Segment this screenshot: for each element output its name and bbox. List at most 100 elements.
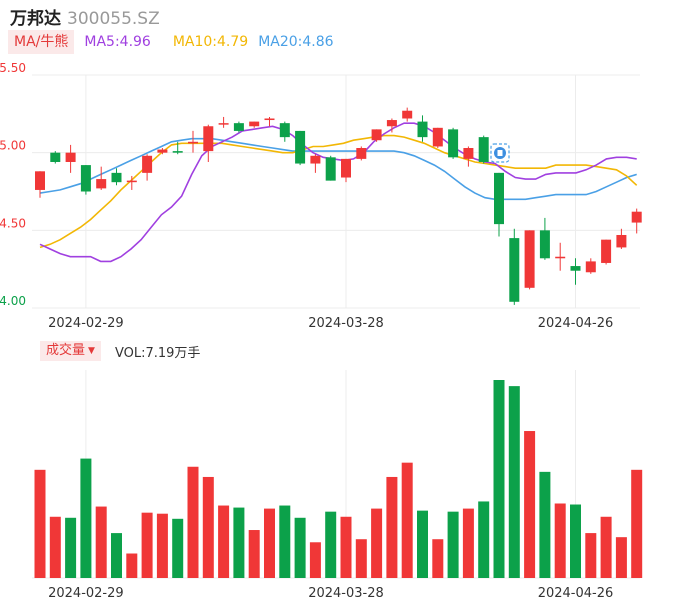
candle (325, 155, 336, 181)
candle-body (218, 123, 229, 125)
volume-bar (585, 533, 597, 578)
volume-bar (95, 506, 107, 578)
volume-bar (264, 508, 275, 578)
candle-body (157, 149, 168, 153)
volume-legend: 成交量 ▼ VOL:7.19万手 (40, 341, 200, 361)
volume-bar (355, 539, 367, 578)
volume-indicator-label: 成交量 (46, 343, 86, 358)
caret-down-icon: ▼ (88, 346, 95, 356)
volume-bar (126, 553, 138, 578)
candle (555, 242, 566, 271)
ma20-legend: MA20:4.86 (258, 34, 334, 50)
y-tick-label: 4.00 (0, 294, 26, 308)
candle (310, 154, 321, 173)
candle (601, 239, 612, 265)
candle-body (417, 121, 428, 138)
event-marker-glyph (497, 150, 503, 156)
candle (35, 171, 45, 198)
candle-body (570, 266, 581, 271)
ma10-legend: MA10:4.79 (172, 34, 249, 50)
volume-value: VOL:7.19万手 (114, 345, 201, 361)
candle (448, 127, 459, 159)
candle (96, 166, 107, 190)
volume-bar (371, 508, 383, 578)
volume-bar (493, 380, 505, 578)
candle (631, 208, 642, 234)
volume-bar (65, 517, 77, 578)
candle (570, 258, 581, 285)
candle (50, 151, 61, 164)
candle (188, 130, 198, 153)
volume-bar (401, 462, 413, 578)
price-x-tick-label: 2024-03-28 (308, 316, 384, 331)
candle-body (478, 137, 489, 162)
candle (494, 172, 504, 237)
candle (463, 146, 474, 167)
candle (386, 118, 397, 133)
stock-title: 万邦达 300055.SZ (10, 4, 160, 29)
stock-name: 万邦达 (10, 9, 61, 29)
volume-bar (508, 386, 520, 578)
candle-body (80, 165, 91, 192)
stock-code: 300055.SZ (67, 9, 160, 29)
volume-indicator-button[interactable]: 成交量 ▼ (40, 341, 101, 361)
candle-body (601, 239, 612, 263)
volume-bar (233, 507, 245, 578)
candle-body (539, 230, 550, 259)
candle-body (325, 157, 336, 181)
candle (539, 217, 550, 260)
event-marker-icon (490, 143, 510, 163)
candle (249, 121, 260, 128)
ma5-line (39, 122, 637, 263)
volume-bar (49, 516, 61, 578)
candle-body (356, 148, 367, 159)
candle (111, 168, 122, 186)
candle (356, 146, 367, 161)
candle-body (371, 129, 382, 141)
y-tick-label: 5.50 (0, 61, 26, 75)
candle-body (172, 151, 183, 153)
candle (157, 148, 168, 155)
candle-body (233, 123, 244, 131)
candle (172, 141, 183, 155)
candle-body (631, 211, 642, 223)
volume-bar (539, 471, 551, 578)
candle (432, 127, 443, 149)
candle-body (555, 256, 566, 259)
volume-bar (218, 505, 230, 578)
volume-bar (432, 539, 444, 578)
volume-bar (615, 537, 627, 578)
candle (616, 228, 627, 249)
volume-bar (462, 508, 474, 578)
volume-bar (141, 512, 153, 578)
candle-body (448, 129, 459, 158)
y-tick-label: 5.00 (0, 139, 26, 153)
candle-body (402, 110, 413, 119)
candle (417, 115, 428, 142)
candle-body (310, 155, 321, 164)
candle-body (96, 179, 107, 189)
ma-legend: MA/牛熊 MA5:4.96 MA10:4.79 MA20:4.86 (8, 30, 334, 54)
ma20-line (39, 137, 637, 201)
volume-bar (248, 530, 260, 578)
volume-bar (325, 511, 337, 578)
candle (341, 158, 351, 183)
volume-x-tick-label: 2024-02-29 (48, 586, 124, 601)
volume-bar (172, 518, 184, 578)
volume-bar (554, 503, 566, 578)
volume-bar (478, 501, 490, 578)
candle (203, 124, 214, 162)
volume-x-tick-label: 2024-04-26 (538, 586, 614, 601)
ma5-legend: MA5:4.96 (84, 34, 151, 50)
candle-body (126, 180, 137, 183)
ma-indicator-button[interactable]: MA/牛熊 (8, 30, 75, 54)
volume-bar (340, 516, 352, 578)
candle (233, 121, 244, 133)
candle-body (203, 126, 214, 152)
price-x-tick-label: 2024-02-29 (48, 316, 124, 331)
volume-bar (156, 513, 168, 578)
candle-body (494, 172, 504, 225)
candle (218, 116, 229, 128)
candle (126, 175, 137, 190)
